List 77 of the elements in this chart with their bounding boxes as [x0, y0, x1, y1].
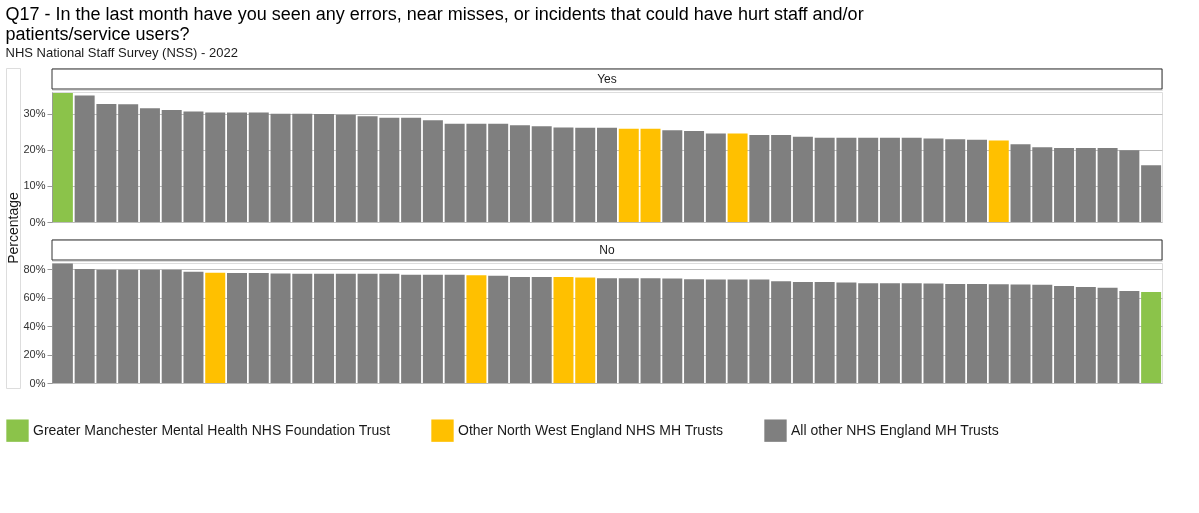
bar: [792, 136, 813, 222]
bar: [335, 273, 356, 383]
y-tick-label: 20%: [23, 143, 46, 156]
legend-label: Other North West England NHS MH Trusts: [458, 421, 724, 438]
legend-label: All other NHS England MH Trusts: [791, 421, 999, 438]
y-tick-label: 80%: [23, 262, 46, 275]
bar: [705, 133, 726, 222]
bar: [466, 275, 487, 383]
chart-title: Q17 - In the last month have you seen any errors, near misses, or incidents that could have hurt staff and/or patients/service users?: [5, 3, 864, 44]
bar: [575, 127, 596, 222]
bar: [227, 112, 247, 222]
bar: [422, 120, 443, 222]
bar: [967, 283, 987, 383]
bar: [967, 139, 987, 222]
bar: [509, 277, 530, 383]
bar: [684, 279, 705, 383]
bar: [771, 134, 792, 222]
bar: [1054, 286, 1075, 383]
bar: [509, 125, 530, 222]
bar: [227, 273, 247, 383]
bar: [879, 137, 900, 222]
bar: [618, 128, 639, 222]
bar: [118, 104, 139, 222]
y-tick-label: 20%: [23, 348, 46, 361]
bar: [248, 273, 269, 383]
bar: [1141, 291, 1162, 383]
bar: [553, 277, 574, 383]
text: Yes: [597, 72, 617, 86]
bar: [139, 269, 160, 383]
chart-subtitle: NHS National Staff Survey (NSS) - 2022: [5, 44, 238, 60]
bar: [1054, 147, 1075, 222]
y-tick-label: 40%: [23, 319, 46, 332]
y-tick-label: 60%: [23, 291, 46, 304]
bar: [575, 277, 596, 383]
bar: [749, 134, 770, 222]
y-tick-label: 0%: [29, 376, 46, 389]
bar: [531, 277, 552, 383]
bar: [858, 283, 879, 383]
bar: [597, 127, 617, 222]
legend-label: Greater Manchester Mental Health NHS Foundation Trust: [33, 421, 391, 438]
y-axis-title: Percentage: [5, 191, 21, 264]
bar: [1075, 147, 1096, 222]
bar: [879, 283, 900, 383]
bar: [988, 284, 1009, 383]
bar: [662, 130, 683, 222]
bar: [444, 274, 465, 383]
bar: [597, 278, 617, 383]
bar: [771, 281, 792, 383]
bar: [314, 114, 335, 222]
bar: [705, 279, 726, 383]
bar: [858, 137, 879, 222]
bar: [792, 282, 813, 383]
y-tick-label: 10%: [23, 179, 46, 192]
bar: [422, 274, 443, 383]
bar: [401, 274, 422, 383]
bar: [945, 139, 966, 222]
bar: [205, 112, 226, 222]
bar: [945, 283, 966, 383]
bar: [314, 273, 335, 383]
bar: [1141, 165, 1162, 222]
bar: [248, 112, 269, 222]
bar: [1075, 287, 1096, 383]
bar: [488, 275, 509, 383]
bar: [401, 117, 422, 222]
bar: [618, 278, 639, 383]
bar: [118, 269, 139, 383]
y-tick-label: 0%: [29, 215, 46, 228]
bar: [684, 131, 705, 222]
bar: [205, 272, 226, 383]
bar: [727, 133, 748, 222]
bar: [988, 140, 1009, 222]
bar: [139, 108, 160, 222]
y-tick-label: 30%: [23, 107, 46, 120]
bar: [640, 128, 661, 222]
text: No: [599, 243, 615, 257]
bar: [488, 123, 509, 222]
bar: [335, 114, 356, 222]
